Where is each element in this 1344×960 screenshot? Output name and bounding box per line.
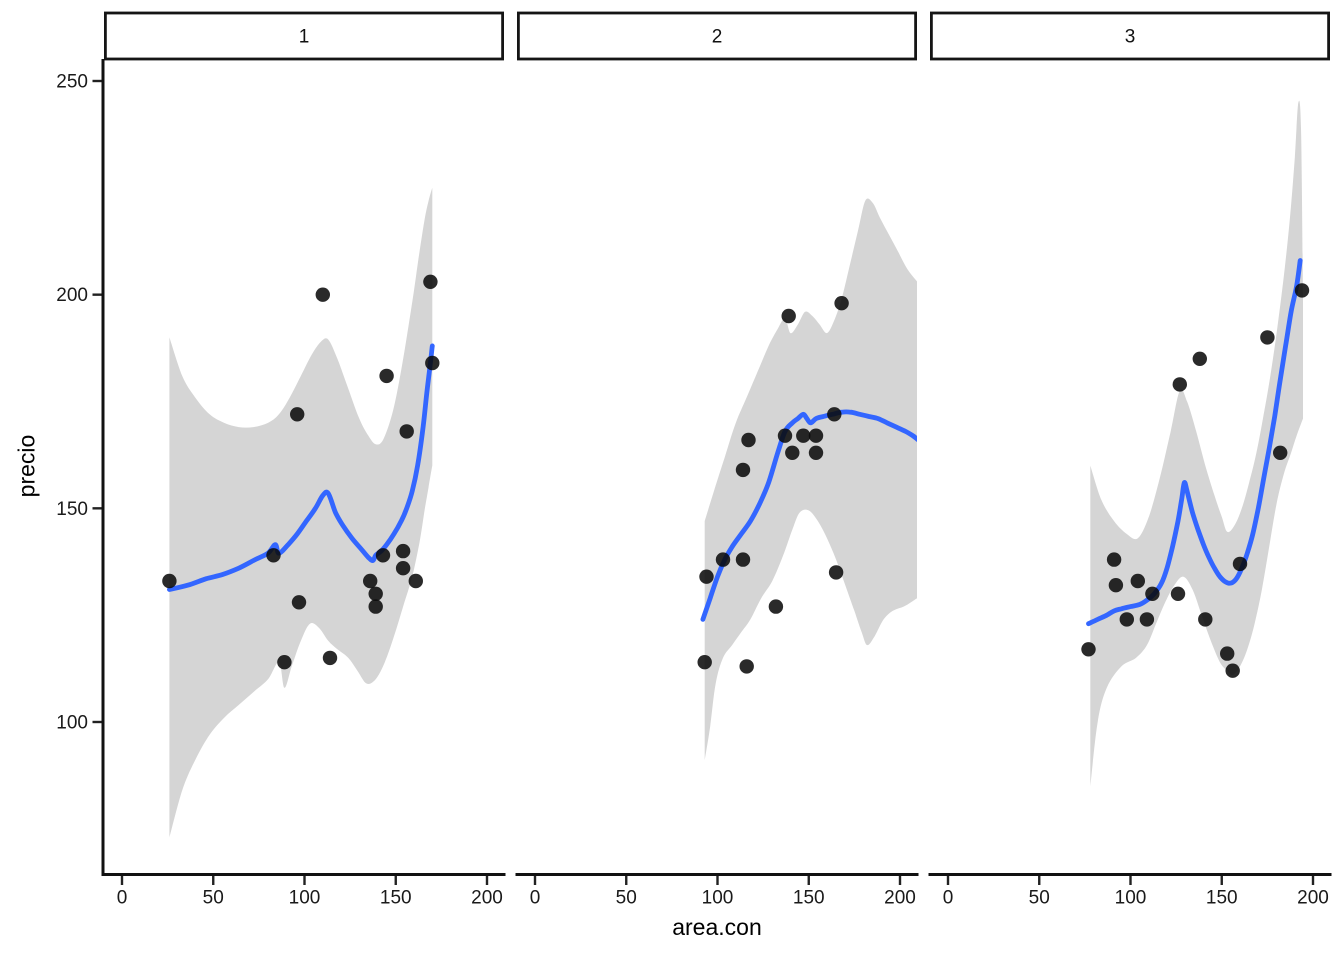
facet-strip-label: 3 xyxy=(1125,27,1136,48)
data-point xyxy=(1220,646,1235,661)
data-point xyxy=(368,586,383,601)
data-point xyxy=(162,573,177,589)
data-point xyxy=(291,595,307,610)
x-tick-label: 50 xyxy=(203,888,224,909)
y-axis-title: precio xyxy=(13,434,40,498)
y-tick-label: 250 xyxy=(56,72,88,93)
data-point xyxy=(1130,573,1146,589)
data-point xyxy=(1232,556,1248,572)
smooth-line xyxy=(700,409,917,622)
x-tick-label: 50 xyxy=(1029,888,1050,909)
data-point xyxy=(1139,612,1155,627)
data-point xyxy=(266,548,281,563)
data-point xyxy=(379,368,394,384)
data-point xyxy=(796,428,811,443)
data-point xyxy=(1119,612,1135,627)
data-point xyxy=(699,569,714,584)
facet-panel xyxy=(700,198,917,761)
x-tick-label: 200 xyxy=(1297,888,1329,909)
x-tick-label: 200 xyxy=(884,888,916,909)
data-point xyxy=(808,445,824,460)
x-tick-label: 0 xyxy=(117,888,128,909)
data-point xyxy=(1198,612,1213,627)
smooth-line xyxy=(167,343,435,592)
data-point xyxy=(395,561,411,576)
data-point xyxy=(368,599,383,614)
data-point xyxy=(399,424,414,439)
data-point xyxy=(423,274,438,289)
data-point xyxy=(1106,552,1122,567)
x-tick-label: 0 xyxy=(943,888,954,909)
facet-strip-label: 1 xyxy=(299,27,310,48)
data-point xyxy=(739,659,754,674)
confidence-ribbon xyxy=(169,187,433,838)
data-point xyxy=(315,287,330,302)
data-point xyxy=(425,355,440,371)
data-point xyxy=(697,655,712,670)
confidence-ribbon xyxy=(704,198,917,761)
points-layer xyxy=(697,296,849,674)
data-point xyxy=(781,308,796,324)
data-point xyxy=(735,462,751,478)
data-point xyxy=(735,552,751,567)
data-point xyxy=(827,407,842,422)
data-point xyxy=(1081,642,1096,657)
facet-strip xyxy=(930,11,1331,61)
data-point xyxy=(322,650,338,666)
x-tick-label: 200 xyxy=(471,888,503,909)
data-point xyxy=(375,548,391,563)
facet-strip xyxy=(104,11,505,61)
x-tick-label: 100 xyxy=(289,888,321,909)
data-point xyxy=(1145,586,1160,601)
data-point xyxy=(715,552,731,567)
data-point xyxy=(808,428,824,443)
x-tick-label: 100 xyxy=(702,888,734,909)
data-point xyxy=(777,428,793,443)
x-tick-label: 150 xyxy=(1206,888,1238,909)
data-point xyxy=(408,573,423,589)
data-point xyxy=(363,573,378,589)
smooth-line xyxy=(1086,258,1303,627)
facet-strip-label: 2 xyxy=(712,27,723,48)
data-point xyxy=(834,296,849,311)
x-tick-label: 150 xyxy=(380,888,412,909)
y-tick-label: 150 xyxy=(56,499,88,520)
y-tick-label: 200 xyxy=(56,285,88,306)
data-point xyxy=(828,565,844,580)
points-layer xyxy=(162,274,440,670)
data-point xyxy=(768,599,784,614)
data-point xyxy=(1170,586,1186,601)
data-point xyxy=(741,432,756,448)
x-tick-label: 150 xyxy=(793,888,825,909)
data-point xyxy=(1108,578,1124,593)
x-axis-title: area.con xyxy=(672,914,762,940)
x-tick-label: 100 xyxy=(1115,888,1147,909)
data-point xyxy=(1172,377,1188,392)
data-point xyxy=(277,655,292,670)
data-point xyxy=(290,407,305,422)
data-point xyxy=(1273,445,1288,460)
x-tick-label: 0 xyxy=(530,888,541,909)
x-tick-label: 50 xyxy=(616,888,637,909)
facet-strip xyxy=(517,11,918,61)
data-point xyxy=(1260,330,1275,345)
points-layer xyxy=(1081,283,1310,678)
y-tick-label: 100 xyxy=(56,712,88,733)
data-point xyxy=(785,445,800,460)
data-point xyxy=(1225,663,1240,678)
data-point xyxy=(1192,351,1208,366)
data-point xyxy=(395,543,411,559)
facet-panel xyxy=(167,187,435,838)
data-point xyxy=(1294,283,1310,298)
